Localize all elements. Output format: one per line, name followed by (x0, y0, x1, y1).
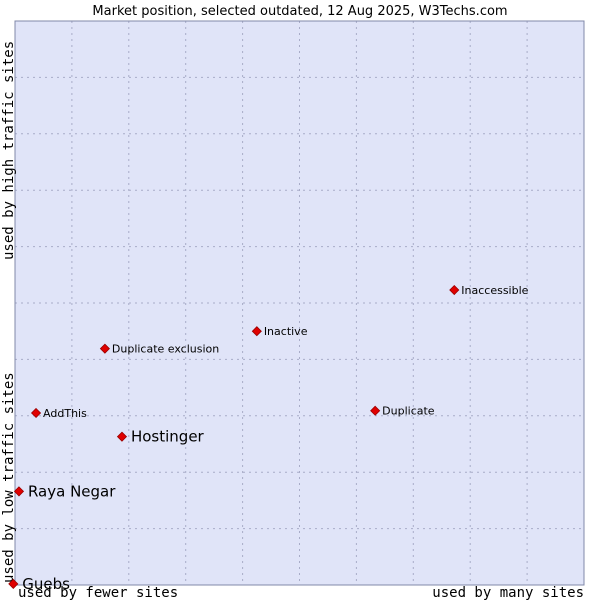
data-point-label: AddThis (43, 407, 87, 420)
point-duplicate-exclusion: Duplicate exclusion (99, 343, 219, 356)
point-duplicate: Duplicate (370, 405, 435, 418)
data-point-marker (30, 407, 42, 419)
plot-border (14, 20, 585, 586)
data-point-label: Raya Negar (28, 482, 116, 500)
x-axis-label-left: used by fewer sites (18, 585, 178, 600)
data-point-label: Inactive (264, 325, 308, 338)
data-point-marker (449, 284, 460, 296)
chart-title: Market position, selected outdated, 12 A… (92, 4, 507, 19)
data-point-label: Guebs (22, 575, 70, 593)
point-addthis: AddThis (30, 407, 87, 420)
data-points: Inaccessible Inactive Duplicate exclusion D… (8, 284, 529, 593)
data-point-label: Duplicate (382, 405, 435, 418)
point-guebs: Guebs (8, 575, 70, 593)
point-raya-negar: Raya Negar (13, 482, 116, 500)
point-hostinger: Hostinger (116, 428, 205, 446)
data-point-marker (251, 326, 262, 337)
data-point-marker (370, 405, 381, 416)
point-inaccessible: Inaccessible (449, 284, 529, 297)
data-point-label: Inaccessible (461, 284, 528, 297)
data-point-label: Duplicate exclusion (112, 343, 219, 356)
y-axis-label-top: used by high traffic sites (1, 41, 17, 260)
data-point-marker (99, 343, 110, 354)
data-point-marker (8, 578, 19, 589)
point-inactive: Inactive (251, 325, 308, 338)
y-axis-label-bottom: used by low traffic sites (1, 372, 17, 583)
data-point-label: Hostinger (131, 428, 205, 446)
x-axis-label-right: used by many sites (432, 585, 584, 600)
data-point-marker (13, 486, 25, 497)
data-point-marker (116, 431, 128, 442)
grid-lines (15, 21, 584, 585)
